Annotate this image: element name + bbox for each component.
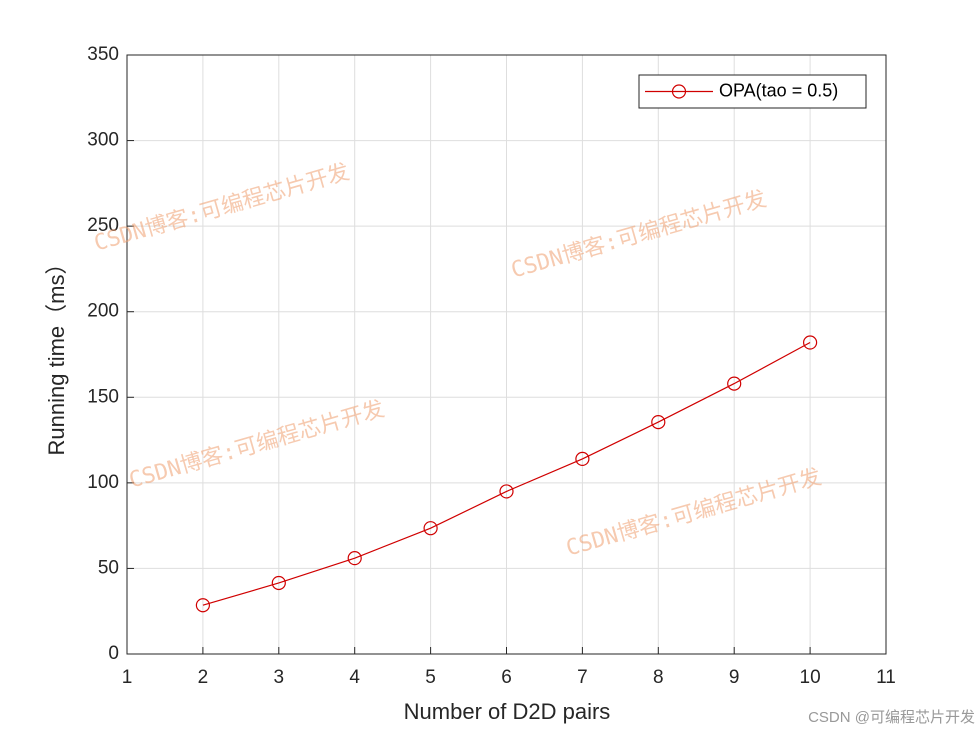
y-tick-label: 200 bbox=[87, 301, 119, 322]
x-tick-label: 5 bbox=[425, 667, 436, 688]
point bbox=[575, 451, 590, 466]
series-line bbox=[202, 341, 811, 606]
x-tick-label: 3 bbox=[274, 667, 285, 688]
x-tick-label: 2 bbox=[198, 667, 209, 688]
y-tick-label: 300 bbox=[87, 130, 119, 151]
legend-label: OPA(tao = 0.5) bbox=[719, 80, 838, 100]
x-tick-label: 6 bbox=[501, 667, 512, 688]
x-tick-label: 10 bbox=[800, 667, 821, 688]
y-tick-label: 150 bbox=[87, 386, 119, 407]
x-tick-label: 8 bbox=[653, 667, 664, 688]
point bbox=[347, 551, 362, 566]
point bbox=[651, 415, 666, 430]
x-tick-label: 11 bbox=[876, 667, 896, 688]
x-tick-label: 4 bbox=[349, 667, 360, 688]
y-axis-label: Running time（ms） bbox=[44, 253, 69, 456]
y-tick-label: 250 bbox=[87, 215, 119, 236]
legend: OPA(tao = 0.5) bbox=[638, 74, 867, 109]
point bbox=[271, 575, 286, 591]
point bbox=[727, 376, 742, 391]
point bbox=[499, 484, 514, 499]
point bbox=[802, 335, 818, 350]
y-tick-label: 50 bbox=[98, 557, 119, 578]
legend-marker bbox=[671, 84, 687, 99]
marks bbox=[195, 335, 818, 613]
y-tick-label: 350 bbox=[87, 44, 119, 65]
x-tick-label: 1 bbox=[122, 667, 133, 688]
x-tick-label: 9 bbox=[729, 667, 740, 688]
point bbox=[423, 521, 438, 536]
point bbox=[195, 598, 210, 613]
x-tick-label: 7 bbox=[577, 667, 588, 688]
footer: CSDN @可编程芯片开发 bbox=[808, 709, 975, 726]
y-tick-label: 100 bbox=[87, 472, 119, 493]
x-axis-label: Number of D2D pairs bbox=[404, 699, 611, 724]
y-tick-label: 0 bbox=[108, 643, 119, 664]
